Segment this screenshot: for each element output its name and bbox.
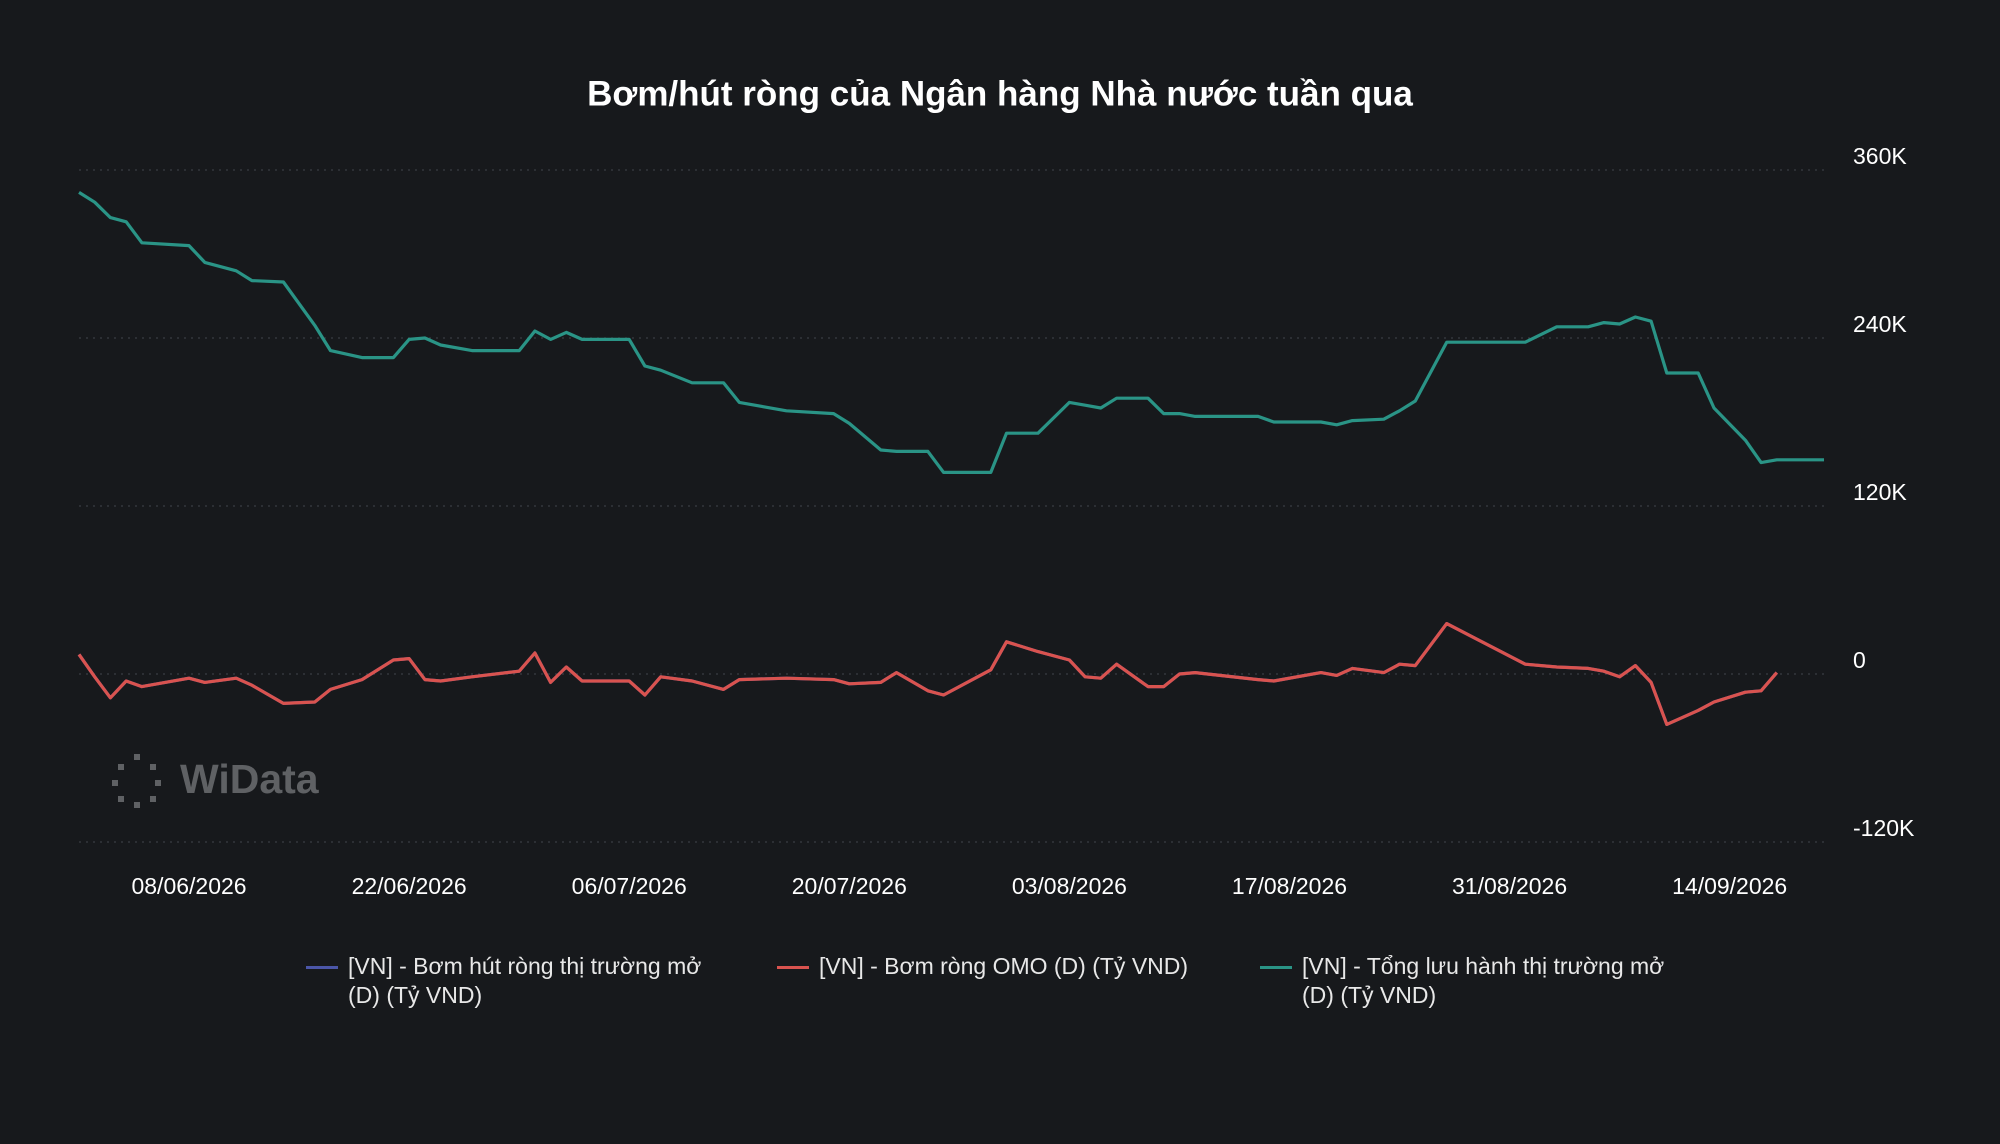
legend-item: [VN] - Bơm hút ròng thị trường mở (D) (T… [306,952,728,1010]
watermark-icon [112,754,161,808]
legend-swatch [306,966,338,969]
x-tick-label: 31/08/2026 [1452,873,1567,899]
x-tick-label: 14/09/2026 [1672,873,1787,899]
x-tick-label: 17/08/2026 [1232,873,1347,899]
chart-title: Bơm/hút ròng của Ngân hàng Nhà nước tuần… [587,74,1413,113]
legend-swatch [777,966,809,969]
line-series [78,191,1824,474]
x-tick-label: 06/07/2026 [572,873,687,899]
legend-item: [VN] - Tổng lưu hành thị trường mở (D) (… [1260,952,1692,1010]
legend-label: [VN] - Bơm hút ròng thị trường mở (D) (T… [348,953,702,1008]
x-tick-label: 08/06/2026 [131,873,246,899]
legend-label: [VN] - Bơm ròng OMO (D) (Tỷ VND) [819,953,1189,979]
legend-label: [VN] - Tổng lưu hành thị trường mở (D) (… [1302,953,1665,1008]
x-tick-label: 03/08/2026 [1012,873,1127,899]
legend-swatch [1260,966,1292,969]
line-series [77,622,1779,726]
legend-item: [VN] - Bơm ròng OMO (D) (Tỷ VND) [777,952,1239,981]
chart: Bơm/hút ròng của Ngân hàng Nhà nước tuần… [77,74,1915,899]
y-tick-label: 0 [1853,647,1866,673]
y-tick-label: 240K [1853,311,1907,337]
x-tick-label: 20/07/2026 [792,873,907,899]
y-tick-label: -120K [1853,815,1915,841]
y-tick-label: 360K [1853,143,1907,169]
y-tick-label: 120K [1853,479,1907,505]
watermark: WiData [180,756,320,802]
x-tick-label: 22/06/2026 [352,873,467,899]
